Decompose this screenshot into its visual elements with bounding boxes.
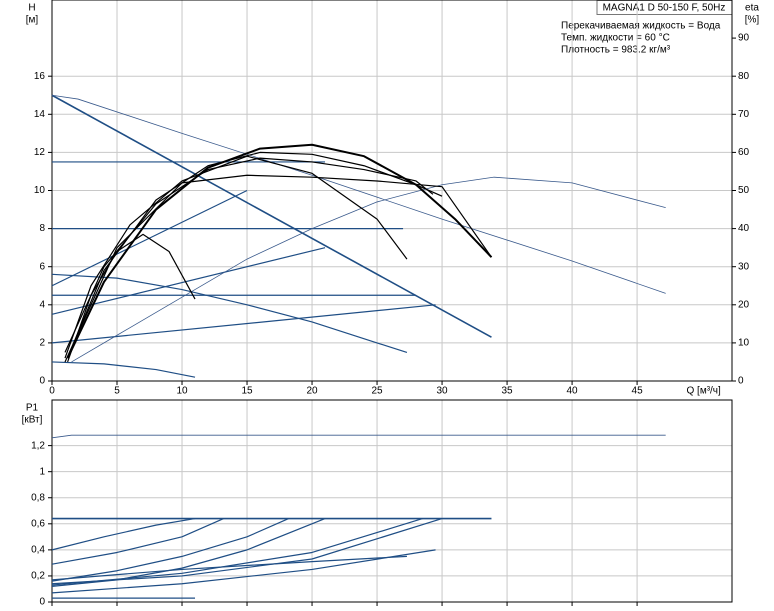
- curve: [51, 304, 436, 344]
- curve: [51, 518, 196, 551]
- curve: [64, 157, 434, 353]
- plot-frame: [51, 0, 733, 382]
- curve: [51, 434, 666, 439]
- y-tick-label: 1: [39, 466, 45, 477]
- x-tick-label: 5: [114, 386, 120, 397]
- y2-tick-label: 20: [738, 299, 750, 310]
- y2-tick-label: 90: [738, 33, 750, 44]
- curve: [66, 143, 493, 359]
- curve: [51, 518, 443, 585]
- curve: [51, 518, 224, 565]
- y-tick-label: 14: [34, 109, 46, 120]
- x-tick-label: 45: [632, 386, 644, 397]
- curve: [68, 151, 443, 355]
- y-axis-unit: [кВт]: [22, 415, 43, 426]
- x-axis-label: Q [м³/ч]: [686, 386, 721, 397]
- y-tick-label: 0: [39, 597, 45, 608]
- y-tick-label: 4: [39, 299, 45, 310]
- y-axis-unit: [м]: [26, 15, 39, 26]
- y2-tick-label: 10: [738, 338, 750, 349]
- y-tick-label: 0: [39, 376, 45, 387]
- x-tick-label: 15: [241, 386, 253, 397]
- y-tick-label: 16: [34, 71, 46, 82]
- curve: [51, 518, 326, 587]
- curve: [51, 273, 408, 353]
- y2-tick-label: 70: [738, 109, 750, 120]
- y-tick-label: 0,8: [31, 492, 45, 503]
- curve: [67, 233, 196, 363]
- y2-tick-label: 40: [738, 223, 750, 234]
- curve: [51, 361, 196, 378]
- x-tick-label: 20: [306, 386, 318, 397]
- curve: [71, 176, 666, 363]
- y-tick-label: 0,6: [31, 518, 45, 529]
- y-axis-label: H: [28, 3, 35, 14]
- x-tick-label: 30: [436, 386, 448, 397]
- y2-tick-label: 0: [738, 376, 744, 387]
- y-tick-label: 8: [39, 223, 45, 234]
- note: Плотность = 983.2 кг/м³: [561, 45, 671, 56]
- y-tick-label: 6: [39, 261, 45, 272]
- x-tick-label: 40: [567, 386, 579, 397]
- y-tick-label: 1,2: [31, 440, 45, 451]
- curve: [51, 94, 666, 294]
- curve: [64, 174, 492, 363]
- x-tick-label: 25: [371, 386, 383, 397]
- title: MAGNA1 D 50-150 F, 50Hz: [603, 3, 726, 14]
- y-tick-label: 10: [34, 185, 46, 196]
- curve: [51, 518, 423, 586]
- plot-frame: [51, 399, 733, 603]
- y2-tick-label: 30: [738, 261, 750, 272]
- y2-axis-label: eta: [745, 3, 759, 14]
- curve: [51, 549, 436, 594]
- y-tick-label: 2: [39, 338, 45, 349]
- y-tick-label: 0,4: [31, 545, 45, 556]
- y2-axis-unit: [%]: [745, 15, 760, 26]
- curve: [51, 94, 492, 338]
- curve: [51, 555, 407, 581]
- x-tick-label: 35: [502, 386, 514, 397]
- y2-tick-label: 80: [738, 71, 750, 82]
- y-axis-label: P1: [26, 403, 39, 414]
- curve: [51, 518, 289, 582]
- y-tick-label: 12: [34, 147, 46, 158]
- x-tick-label: 10: [176, 386, 188, 397]
- note: Темп. жидкости = 60 °C: [561, 33, 670, 44]
- curve: [64, 155, 408, 359]
- y2-tick-label: 50: [738, 185, 750, 196]
- curve: [51, 247, 326, 315]
- y-tick-label: 0,2: [31, 571, 45, 582]
- x-tick-label: 0: [49, 386, 55, 397]
- y2-tick-label: 60: [738, 147, 750, 158]
- note: Перекачиваемая жидкость = Вода: [561, 21, 721, 32]
